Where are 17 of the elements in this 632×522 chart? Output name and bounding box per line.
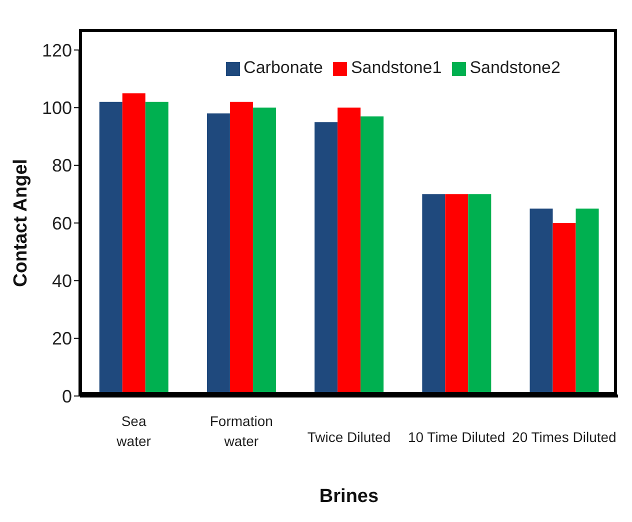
legend-label: Sandstone2 (470, 58, 560, 77)
y-tick-label: 120 (42, 40, 72, 60)
y-tick-label: 80 (52, 156, 72, 176)
x-axis-title: Brines (319, 486, 379, 507)
x-tick-label: 20 Times Diluted (512, 429, 616, 445)
y-tick-label: 0 (62, 386, 72, 406)
x-tick-label: Sea water (116, 413, 152, 449)
legend-label: Sandstone1 (350, 58, 442, 77)
y-tick-label: 100 (42, 98, 72, 118)
x-tick-label: 10 Time Diluted (408, 429, 506, 445)
y-axis-title: Contact Angel (10, 158, 32, 288)
y-tick-label: 40 (52, 271, 72, 292)
y-tick-label: 20 (52, 328, 72, 349)
y-tick-label: 60 (52, 213, 72, 234)
x-tick-label: Formation water (210, 413, 273, 449)
x-tick-label: Twice Diluted (307, 429, 391, 445)
legend-label: Carbonate (244, 58, 323, 77)
